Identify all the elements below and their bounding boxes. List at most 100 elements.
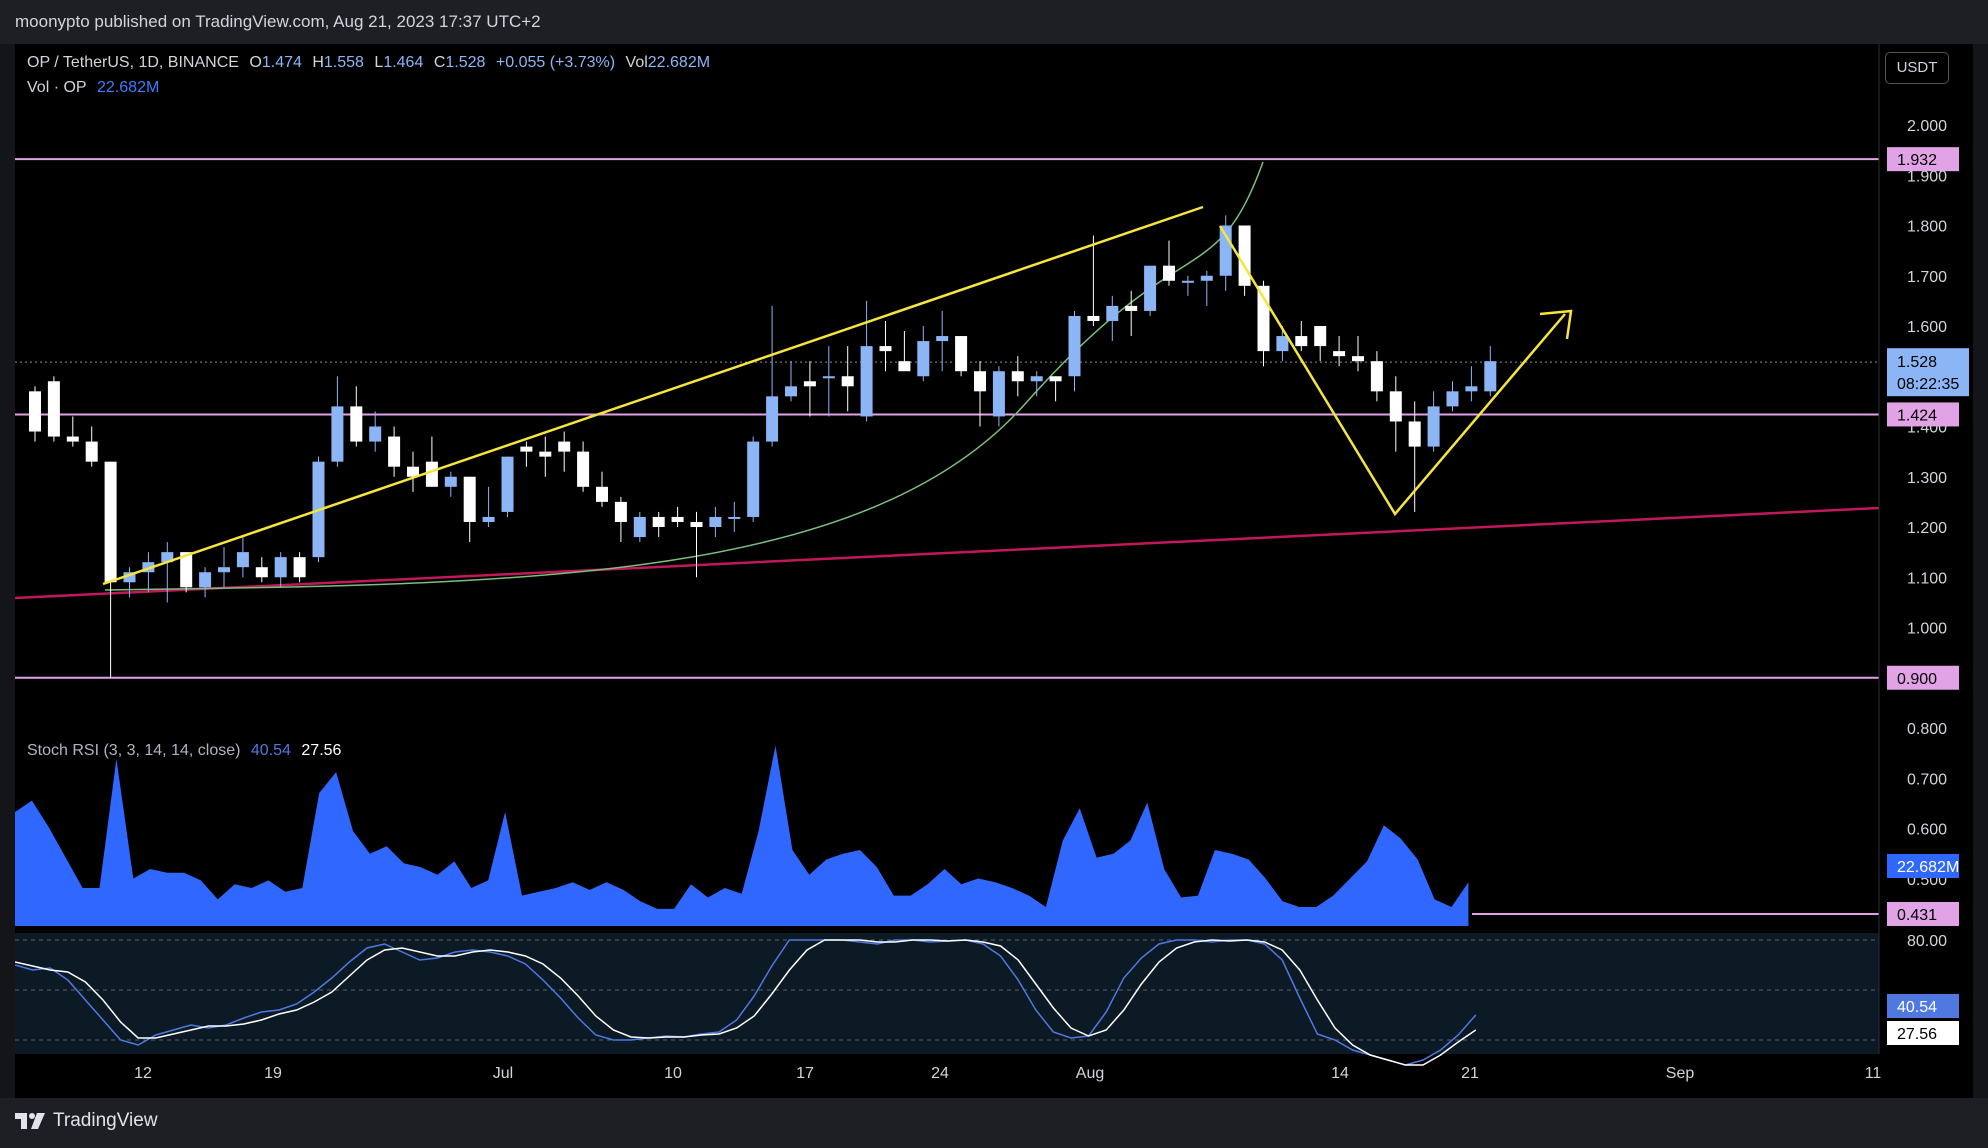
candle-body: [66, 436, 79, 442]
candle-body: [520, 446, 533, 452]
vol-key: Vol: [625, 54, 648, 71]
stoch-d-badge: 27.56: [1897, 1026, 1937, 1043]
stoch-k-badge-bg: [1887, 994, 1959, 1018]
candle-body: [482, 516, 495, 522]
candle-body: [860, 346, 873, 417]
candle-body: [822, 376, 835, 379]
candle-body: [974, 371, 986, 392]
currency-button[interactable]: USDT: [1885, 52, 1949, 84]
candle-body: [1465, 386, 1478, 392]
price-tick: 0.800: [1907, 721, 1947, 738]
vol-label: Vol22.682M: [626, 54, 711, 71]
candle-body: [1484, 361, 1497, 392]
candle-body: [1389, 391, 1402, 422]
stoch-legend: Stoch RSI (3, 3, 14, 14, close) 40.54 27…: [27, 742, 347, 760]
candle-body: [671, 516, 684, 522]
low-key: L: [374, 54, 384, 71]
candle-body: [1446, 391, 1459, 407]
candle-body: [936, 336, 949, 342]
candle-body: [841, 376, 854, 387]
candle-body: [1011, 371, 1024, 382]
date-tick: 24: [931, 1065, 949, 1082]
level-badge: 1.932: [1897, 152, 1937, 169]
date-tick: 21: [1461, 1065, 1479, 1082]
symbol-label: OP / TetherUS, 1D, BINANCE: [27, 54, 239, 71]
high-value: 1.558: [323, 54, 364, 71]
price-tick: 2.000: [1907, 118, 1947, 135]
candle-body: [1276, 336, 1289, 352]
stoch-d-badge-bg: [1887, 1021, 1959, 1045]
candle-body: [539, 451, 552, 457]
close-value: 1.528: [445, 54, 486, 71]
tradingview-logo[interactable]: TradingView: [15, 1110, 158, 1132]
candle-body: [369, 426, 382, 442]
candle-body: [331, 406, 344, 462]
candle-body: [1068, 315, 1081, 377]
volume-series-value: 22.682M: [97, 79, 160, 96]
stoch-label: Stoch RSI (3, 3, 14, 14, close): [27, 742, 241, 759]
candle-body: [444, 476, 457, 487]
candle-body: [614, 501, 627, 522]
date-tick: 17: [796, 1065, 814, 1082]
candle-body: [803, 381, 816, 387]
tradingview-logo-icon: [15, 1113, 45, 1129]
candle-body: [955, 336, 968, 372]
price-tick: 1.900: [1907, 168, 1947, 185]
date-tick: 10: [664, 1065, 682, 1082]
candle-body: [1427, 406, 1440, 447]
date-tick: Aug: [1076, 1065, 1104, 1082]
open-key: O: [249, 54, 262, 71]
candle-body: [633, 516, 646, 538]
candle-body: [199, 572, 212, 588]
candle-body: [577, 451, 590, 487]
parabolic-curve: [104, 161, 1264, 591]
candle-body: [255, 567, 268, 578]
candle-body: [785, 386, 797, 397]
level-badge-bg: [1887, 665, 1959, 690]
price-tick: 1.800: [1907, 219, 1947, 236]
date-tick: Sep: [1666, 1065, 1695, 1082]
candle-body: [1333, 351, 1346, 357]
candle-body: [1030, 376, 1043, 382]
candle-body: [1238, 225, 1251, 286]
last-price-badge-bg: [1887, 348, 1969, 397]
price-tick: 1.200: [1907, 520, 1947, 537]
candle-body: [1181, 280, 1194, 283]
projection-path: [1218, 225, 1566, 517]
chart-area[interactable]: 2.0001.9001.8001.7001.6001.5001.4001.300…: [15, 44, 1973, 1098]
candle-body: [85, 441, 98, 462]
stoch-d-value: 27.56: [301, 742, 342, 759]
stoch-band-background: [15, 933, 1879, 1054]
price-chart[interactable]: 2.0001.9001.8001.7001.6001.5001.4001.300…: [15, 44, 1973, 1098]
price-tick: 1.100: [1907, 570, 1947, 587]
level-badge-bg: [1887, 902, 1959, 926]
level-badge-bg: [1887, 402, 1959, 427]
candle-body: [236, 552, 249, 568]
candle-body: [274, 557, 287, 578]
vol-value: 22.682M: [647, 54, 711, 71]
volume-badge-bg: [1887, 854, 1959, 878]
stoch-k-value: 40.54: [250, 742, 291, 759]
candle-body: [425, 461, 438, 487]
candle-body: [1295, 336, 1308, 347]
candle-body: [407, 466, 419, 477]
date-tick: 14: [1331, 1065, 1349, 1082]
date-tick: 12: [134, 1065, 152, 1082]
footer-bar: TradingView: [0, 1098, 1988, 1148]
candle-body: [1087, 315, 1100, 321]
candle-body: [596, 486, 608, 502]
candle-body: [1370, 361, 1383, 392]
candle-body: [104, 461, 117, 583]
candle-body: [1049, 376, 1062, 382]
candle-body: [917, 341, 930, 377]
candle-body: [218, 567, 230, 573]
candle-body: [558, 441, 571, 452]
candle-body: [652, 516, 665, 527]
price-tick: 1.300: [1907, 470, 1947, 487]
candle-body: [709, 516, 722, 527]
candle-body: [747, 441, 760, 517]
candle-body: [1314, 326, 1327, 347]
rising-trendline: [102, 205, 1204, 586]
close-key: C: [433, 54, 446, 71]
volume-series-label: Vol · OP: [27, 79, 87, 96]
